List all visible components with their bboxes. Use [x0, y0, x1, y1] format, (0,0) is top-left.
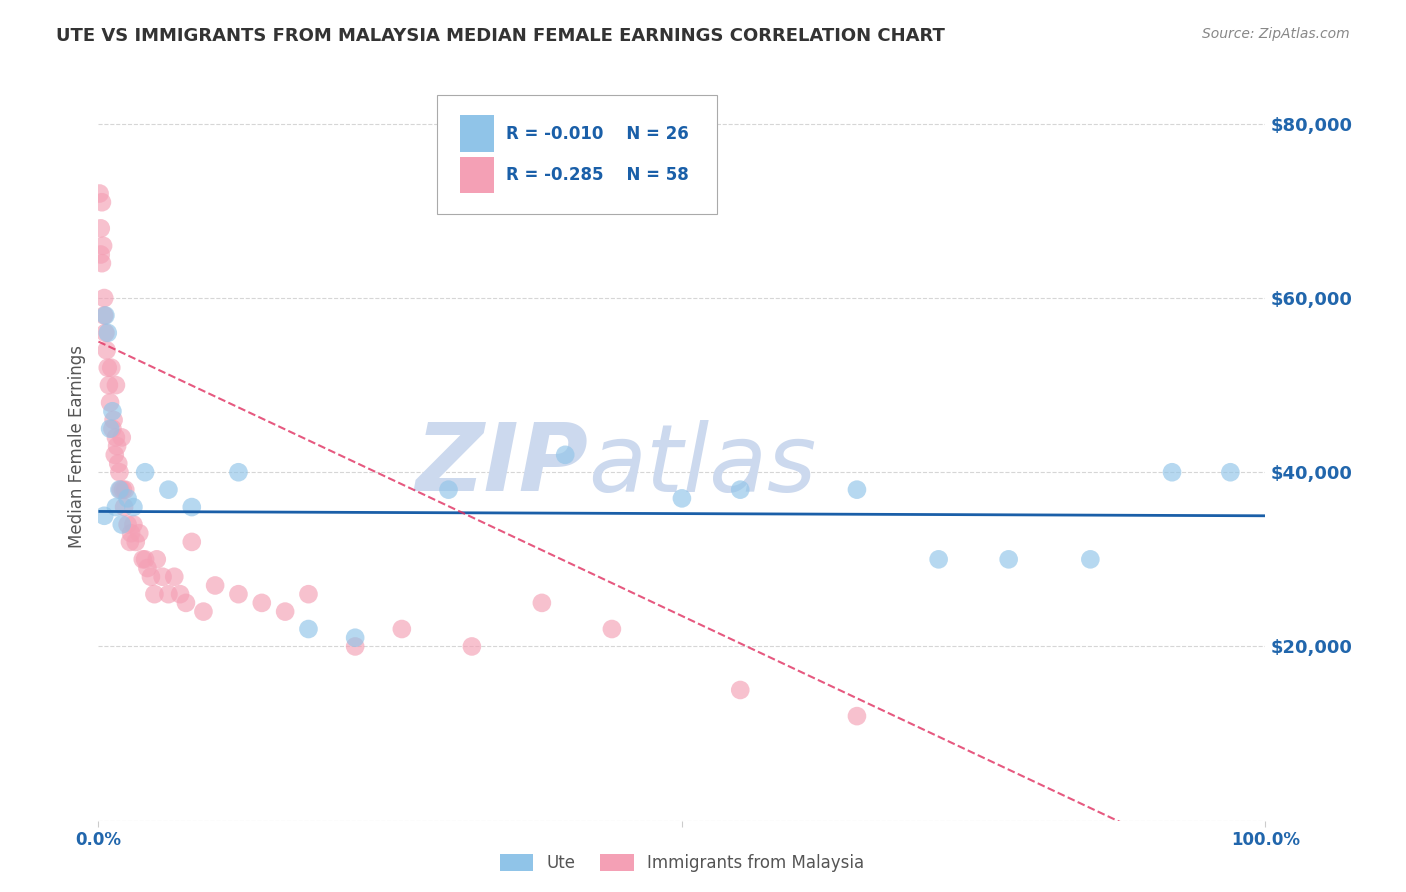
Point — [134, 552, 156, 566]
Text: atlas: atlas — [589, 420, 817, 511]
Point — [104, 430, 127, 444]
Point — [437, 483, 460, 497]
Point — [928, 552, 950, 566]
Point — [530, 596, 553, 610]
Text: R = -0.285    N = 58: R = -0.285 N = 58 — [506, 166, 689, 184]
Point — [104, 448, 127, 462]
Text: UTE VS IMMIGRANTS FROM MALAYSIA MEDIAN FEMALE EARNINGS CORRELATION CHART: UTE VS IMMIGRANTS FROM MALAYSIA MEDIAN F… — [56, 27, 945, 45]
Point — [344, 640, 367, 654]
Point — [128, 526, 150, 541]
Point — [297, 622, 319, 636]
Point — [344, 631, 367, 645]
Point — [143, 587, 166, 601]
Point — [98, 422, 121, 436]
Point — [391, 622, 413, 636]
Point — [297, 587, 319, 601]
Point — [1219, 465, 1241, 479]
Point — [90, 195, 112, 210]
Point — [111, 517, 134, 532]
Point — [136, 561, 159, 575]
Point — [112, 500, 135, 514]
Point — [117, 491, 139, 506]
Point — [554, 448, 576, 462]
Point — [122, 517, 145, 532]
Point — [89, 186, 111, 201]
Point — [152, 570, 174, 584]
Point — [228, 465, 250, 479]
Point — [997, 552, 1019, 566]
Legend: Ute, Immigrants from Malaysia: Ute, Immigrants from Malaysia — [494, 847, 870, 879]
Point — [98, 395, 121, 409]
Point — [104, 378, 127, 392]
Point — [1080, 552, 1102, 566]
Point — [111, 483, 134, 497]
Point — [600, 622, 623, 636]
Point — [93, 291, 115, 305]
Point — [97, 360, 120, 375]
Point — [90, 256, 112, 270]
Point — [100, 360, 122, 375]
Point — [111, 430, 134, 444]
Point — [94, 309, 117, 323]
Point — [132, 552, 155, 566]
Point — [157, 587, 180, 601]
Point — [274, 605, 297, 619]
Point — [114, 483, 136, 497]
Point — [671, 491, 693, 506]
Point — [96, 343, 118, 358]
Point — [1161, 465, 1184, 479]
FancyBboxPatch shape — [460, 157, 494, 194]
Point — [169, 587, 191, 601]
Point — [146, 552, 169, 566]
Point — [108, 465, 131, 479]
Point — [139, 570, 162, 584]
Point — [204, 578, 226, 592]
Point — [105, 439, 128, 453]
Point — [730, 683, 752, 698]
Point — [94, 326, 117, 340]
Point — [125, 535, 148, 549]
Point — [163, 570, 186, 584]
Point — [174, 596, 197, 610]
Text: ZIP: ZIP — [416, 419, 589, 511]
Point — [90, 247, 112, 261]
FancyBboxPatch shape — [460, 115, 494, 152]
Point — [97, 326, 120, 340]
Point — [180, 500, 202, 514]
Point — [110, 483, 132, 497]
Point — [97, 378, 120, 392]
FancyBboxPatch shape — [437, 95, 717, 213]
Text: Median Female Earnings: Median Female Earnings — [69, 344, 86, 548]
Point — [118, 535, 141, 549]
Point — [107, 457, 129, 471]
Point — [157, 483, 180, 497]
Text: R = -0.010    N = 26: R = -0.010 N = 26 — [506, 125, 689, 143]
Point — [117, 517, 139, 532]
Point — [101, 422, 124, 436]
Point — [91, 239, 114, 253]
Point — [120, 526, 142, 541]
Point — [93, 508, 115, 523]
Text: Source: ZipAtlas.com: Source: ZipAtlas.com — [1202, 27, 1350, 41]
Point — [846, 709, 869, 723]
Point — [122, 500, 145, 514]
Point — [134, 465, 156, 479]
Point — [101, 404, 124, 418]
Point — [250, 596, 273, 610]
Point — [228, 587, 250, 601]
Point — [180, 535, 202, 549]
Point — [104, 500, 127, 514]
Point — [461, 640, 484, 654]
Point — [846, 483, 869, 497]
Point — [730, 483, 752, 497]
Point — [93, 309, 115, 323]
Point — [90, 221, 112, 235]
Point — [103, 413, 125, 427]
Point — [108, 483, 131, 497]
Point — [193, 605, 215, 619]
